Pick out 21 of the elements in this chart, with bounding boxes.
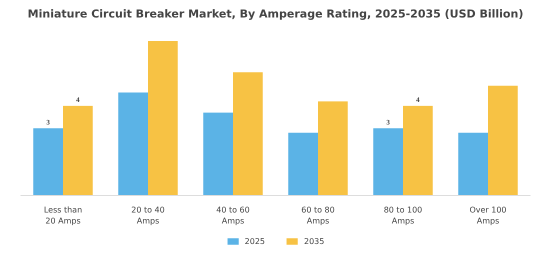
bar	[288, 132, 318, 196]
x-tick-label: 80 to 100 Amps	[384, 206, 422, 226]
x-tick-label: Less than 20 Amps	[44, 206, 82, 226]
bar	[118, 92, 148, 196]
bar	[233, 72, 263, 196]
x-tick-label: Over 100 Amps	[469, 206, 507, 226]
bar	[33, 128, 63, 196]
bar	[488, 86, 518, 196]
x-tick-label: 20 to 40 Amps	[131, 206, 165, 226]
x-tick-label: 60 to 80 Amps	[301, 206, 335, 226]
bar	[63, 106, 93, 196]
legend-label: 2025	[244, 236, 265, 246]
bar	[318, 101, 348, 196]
legend-label: 2035	[304, 236, 324, 246]
chart-title: Miniature Circuit Breaker Market, By Amperage Rating, 2025-2035 (USD Billion)	[28, 8, 524, 20]
bar	[148, 40, 178, 196]
bar	[203, 112, 233, 196]
bar	[458, 132, 488, 196]
bar	[403, 106, 433, 196]
bar	[373, 128, 403, 196]
x-tick-label: 40 to 60 Amps	[216, 206, 250, 226]
